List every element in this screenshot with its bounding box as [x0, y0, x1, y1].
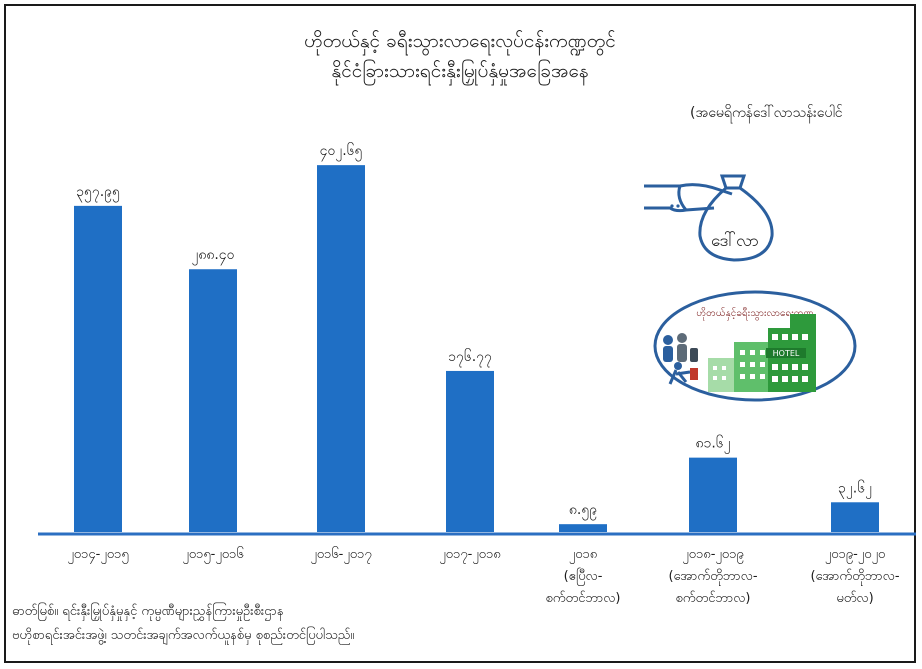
unit-label: (အမေရိကန်ဒေါ်လာသန်းပေါင် [690, 105, 843, 121]
hand-money-bag-icon: ဒေါ်လာ [644, 174, 774, 262]
category-label-6-line-3: စက်တင်ဘာလ) [675, 590, 750, 606]
chart-title-block: ဟိုတယ်နှင့် ခရီးသွားလာရေးလုပ်ငန်းကဏ္ဍတွင… [200, 26, 720, 86]
bar-6 [689, 457, 737, 532]
source-note-line-1: ဓာတ်မြစ်။ ရင်းနှီးမြှုပ်နှံမှုနှင့် ကုမ္… [12, 604, 284, 619]
tourists-icon [663, 333, 698, 385]
category-label-7-line-3: မတ်လ) [836, 590, 873, 606]
bar-4 [446, 370, 494, 532]
category-label-6-line-2: (အောက်တိုဘာလ- [668, 568, 757, 586]
value-label-5: ၈.၅၉ [569, 502, 597, 520]
category-label-1-line-1: ၂၀၁၄-၂၀၁၅ [67, 547, 128, 564]
tourism-hotel-badge: ဟိုတယ်နှင့်ခရီးသွားလာရေးကဏ္ဍ HOTEL [653, 290, 857, 402]
chart-subtitle: နိုင်ငံခြားသားရင်းနှီးမြှုပ်နှံမှုအခြေအန… [331, 60, 589, 82]
category-label-6-line-1: ၂၀၁၈-၂၀၁၉ [682, 547, 743, 564]
bar-7 [831, 502, 879, 532]
bars-group [74, 165, 879, 532]
category-label-5-line-3: စက်တင်ဘာလ) [545, 590, 620, 606]
chart-title: ဟိုတယ်နှင့် ခရီးသွားလာရေးလုပ်ငန်းကဏ္ဍတွင… [304, 30, 616, 52]
bar-2 [189, 269, 237, 532]
money-bag-label: ဒေါ်လာ [711, 230, 759, 251]
bar-5 [559, 524, 607, 532]
category-label-3-line-1: ၂၀၁၆-၂၀၁၇ [310, 546, 371, 564]
chart-frame [4, 4, 916, 663]
value-label-2: ၂၈၈.၄၀ [191, 247, 234, 265]
source-note: ဓာတ်မြစ်။ ရင်းနှီးမြှုပ်နှံမှုနှင့် ကုမ္… [12, 600, 572, 648]
source-note-line-2: ဗဟိုစာရင်းအင်းအဖွဲ့၊ သတင်းအချက်အလက်ယူနစ်… [12, 628, 355, 643]
hotel-building-icon: HOTEL [708, 314, 816, 392]
value-label-7: ၃၂.၆၂ [838, 480, 872, 498]
value-label-3: ၄၀၂.၆၅ [320, 143, 363, 161]
bar-3 [317, 165, 365, 532]
category-label-7-line-1: ၂၀၁၉-၂၀၂၀ [825, 547, 885, 564]
category-label-5-line-2: (ဧပြီလ- [564, 568, 603, 586]
category-label-7-line-2: (အောက်တိုဘာလ- [810, 568, 899, 586]
badge-circle-label: ဟိုတယ်နှင့်ခရီးသွားလာရေးကဏ္ဍ [696, 306, 813, 321]
category-label-4-line-1: ၂၀၁၇-၂၀၁၈ [439, 547, 500, 564]
bar-1 [74, 205, 122, 532]
category-label-2-line-1: ၂၀၁၅-၂၀၁၆ [182, 546, 243, 564]
hotel-sign: HOTEL [773, 349, 800, 358]
value-label-6: ၈၁.၆၂ [695, 436, 730, 454]
category-label-5-line-1: ၂၀၁၈ [569, 547, 597, 564]
value-label-1: ၃၅၇.၉၅ [76, 184, 120, 202]
value-label-4: ၁၇၆.၇၇ [448, 349, 492, 367]
